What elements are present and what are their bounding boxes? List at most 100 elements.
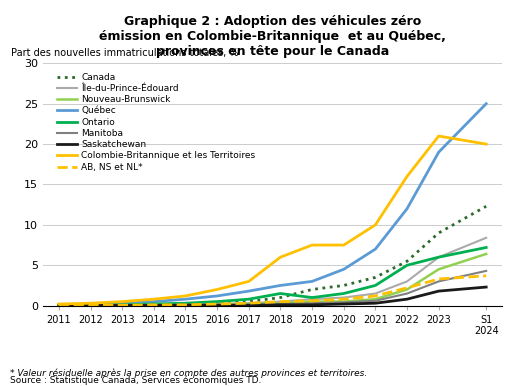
Île-du-Prince-Édouard [436,255,442,259]
Saskatchewan [483,285,489,290]
Saskatchewan [372,301,378,306]
Canada [183,302,189,306]
AB, NS et NL* [372,294,378,298]
Text: * Valeur résiduelle après la prise en compte des autres provinces et territoires: * Valeur résiduelle après la prise en co… [10,368,368,378]
Ontario [214,299,220,304]
Line: Ontario: Ontario [59,247,486,305]
Manitoba [483,269,489,273]
Nouveau-Brunswick [372,297,378,301]
Title: Graphique 2 : Adoption des véhicules zéro
émission en Colombie-Britannique  et a: Graphique 2 : Adoption des véhicules zér… [99,15,446,58]
Île-du-Prince-Édouard [483,235,489,240]
Saskatchewan [341,302,347,306]
Canada [246,299,252,304]
Manitoba [151,303,157,308]
Île-du-Prince-Édouard [87,303,94,307]
Ontario [341,291,347,296]
Saskatchewan [277,303,283,307]
Manitoba [87,303,94,308]
Canada [436,230,442,235]
Québec [246,289,252,293]
Colombie-Britannique et les Territoires [372,223,378,227]
Colombie-Britannique et les Territoires [214,287,220,292]
Ontario [309,295,315,300]
Manitoba [183,303,189,307]
Colombie-Britannique et les Territoires [436,134,442,138]
Canada [214,301,220,306]
Ontario [404,263,410,267]
Québec [483,102,489,106]
Nouveau-Brunswick [183,303,189,307]
Nouveau-Brunswick [151,303,157,308]
Nouveau-Brunswick [246,302,252,306]
Québec [372,247,378,251]
Ontario [183,301,189,306]
Legend: Canada, Île-du-Prince-Édouard, Nouveau-Brunswick, Québec, Ontario, Manitoba, Sas: Canada, Île-du-Prince-Édouard, Nouveau-B… [57,73,255,172]
Canada [341,283,347,288]
Nouveau-Brunswick [87,303,94,308]
Ontario [119,303,125,307]
Nouveau-Brunswick [483,252,489,256]
Line: Nouveau-Brunswick: Nouveau-Brunswick [59,254,486,305]
Nouveau-Brunswick [214,303,220,307]
Saskatchewan [309,303,315,307]
Saskatchewan [436,289,442,293]
Saskatchewan [246,303,252,308]
Line: Saskatchewan: Saskatchewan [59,287,486,305]
Québec [214,294,220,298]
Ontario [87,303,94,307]
Nouveau-Brunswick [119,303,125,308]
Saskatchewan [119,303,125,308]
Ontario [246,297,252,301]
AB, NS et NL* [309,298,315,303]
Line: Colombie-Britannique et les Territoires: Colombie-Britannique et les Territoires [59,136,486,304]
Manitoba [119,303,125,308]
Saskatchewan [87,303,94,308]
Colombie-Britannique et les Territoires [246,279,252,284]
Saskatchewan [151,303,157,308]
Québec [151,299,157,304]
Colombie-Britannique et les Territoires [341,243,347,247]
Saskatchewan [56,303,62,308]
Manitoba [277,302,283,306]
Colombie-Britannique et les Territoires [56,302,62,306]
Ontario [151,302,157,306]
Manitoba [246,303,252,307]
AB, NS et NL* [56,303,62,308]
Île-du-Prince-Édouard [309,297,315,301]
Canada [309,287,315,292]
Île-du-Prince-Édouard [341,295,347,300]
Canada [483,204,489,208]
Text: Part des nouvelles immatriculations totales, %: Part des nouvelles immatriculations tota… [11,49,238,59]
Manitoba [214,303,220,307]
Québec [404,207,410,211]
Ontario [56,303,62,307]
Ontario [483,245,489,250]
Colombie-Britannique et les Territoires [119,299,125,304]
Canada [277,295,283,300]
AB, NS et NL* [341,297,347,301]
Île-du-Prince-Édouard [372,291,378,296]
Île-du-Prince-Édouard [404,279,410,284]
Québec [277,283,283,288]
Colombie-Britannique et les Territoires [87,301,94,306]
Nouveau-Brunswick [56,303,62,308]
Line: Île-du-Prince-Édouard: Île-du-Prince-Édouard [59,238,486,305]
Québec [119,301,125,306]
Canada [87,303,94,307]
Colombie-Britannique et les Territoires [151,297,157,301]
Text: Source : Statistique Canada, Services économiques TD.: Source : Statistique Canada, Services éc… [10,376,262,385]
Nouveau-Brunswick [309,299,315,304]
Colombie-Britannique et les Territoires [277,255,283,259]
Île-du-Prince-Édouard [277,299,283,304]
AB, NS et NL* [183,303,189,307]
Line: Québec: Québec [59,104,486,305]
Colombie-Britannique et les Territoires [183,294,189,298]
Manitoba [404,291,410,296]
Québec [183,297,189,301]
Canada [56,303,62,307]
AB, NS et NL* [246,301,252,306]
Saskatchewan [183,303,189,308]
AB, NS et NL* [483,273,489,278]
Ontario [372,283,378,288]
Ontario [436,255,442,259]
